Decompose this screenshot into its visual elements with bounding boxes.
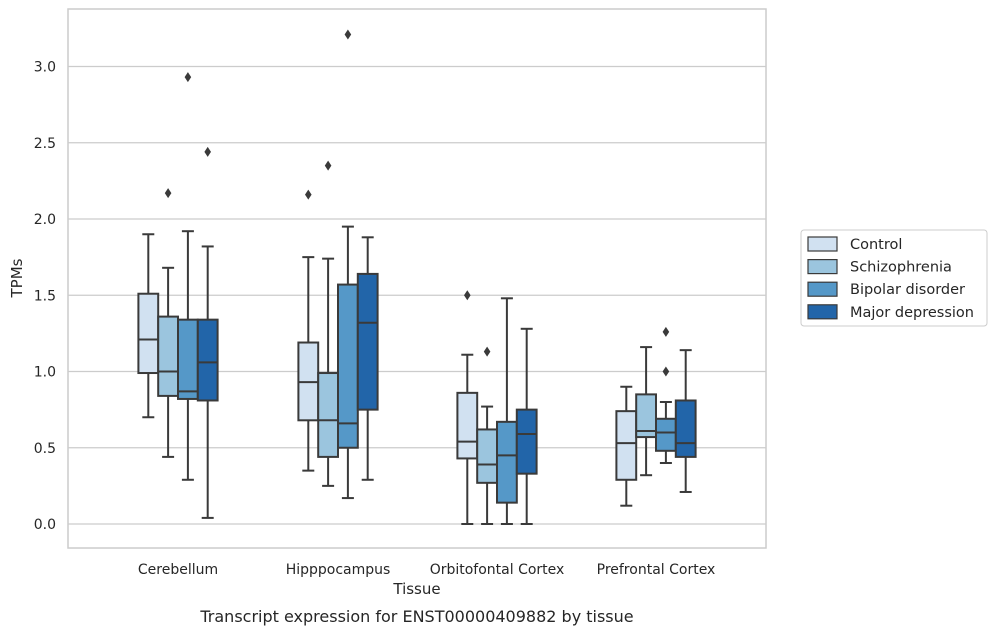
plot-background: [68, 9, 766, 548]
plot-frame: [67, 8, 767, 549]
box-iqr: [515, 408, 538, 475]
y-axis-label: TPMs: [8, 258, 26, 298]
box: [476, 346, 499, 525]
box-iqr: [615, 410, 638, 481]
y-tick-label: 1.5: [34, 288, 56, 304]
box-iqr: [317, 372, 340, 458]
y-tick-label: 2.5: [34, 136, 56, 152]
series-schizophrenia: [157, 160, 658, 525]
box-iqr: [655, 417, 677, 452]
y-tick-labels: 0.0 0.5 1.0 1.5 2.0 2.5 3.0: [34, 60, 56, 534]
outlier-point: [662, 326, 670, 337]
box: [297, 189, 320, 472]
box: [337, 29, 359, 500]
box: [356, 236, 379, 481]
box-iqr: [674, 399, 697, 458]
y-tick-label: 2.0: [34, 212, 56, 228]
outlier-point: [305, 189, 312, 200]
box: [515, 327, 538, 525]
x-tick-label: Cerebellum: [138, 562, 218, 578]
outlier-point: [164, 188, 172, 199]
box-iqr: [456, 391, 479, 460]
box-iqr: [496, 420, 518, 504]
outlier-point: [324, 160, 332, 171]
legend-swatch: [807, 236, 838, 252]
legend-label: Major depression: [850, 305, 974, 321]
series-major-depression: [196, 146, 697, 525]
box-iqr: [196, 318, 219, 402]
legend-label: Control: [850, 237, 902, 253]
box-iqr: [476, 428, 499, 484]
box-iqr: [157, 315, 179, 397]
box: [635, 346, 658, 477]
legend-frame: [800, 229, 988, 327]
outlier-point: [464, 290, 471, 301]
y-tick-label: 3.0: [34, 60, 56, 76]
legend-swatch: [807, 259, 838, 275]
y-tick-label: 0.5: [34, 441, 56, 457]
box-iqr: [137, 292, 160, 375]
legend-swatch: [807, 304, 838, 320]
box: [137, 233, 160, 419]
figure-caption: Transcript expression for ENST0000040988…: [199, 607, 633, 626]
box: [456, 290, 479, 525]
x-tick-label: Orbitofontal Cortex: [430, 562, 565, 578]
outlier-point: [662, 366, 670, 377]
outlier-point: [184, 72, 192, 83]
box-iqr: [635, 393, 658, 439]
x-axis-label: Tissue: [392, 580, 440, 598]
x-tick-label: Prefrontal Cortex: [597, 562, 716, 578]
box-series: [137, 29, 697, 525]
x-tick-label: Hipppocampus: [286, 562, 391, 578]
legend-label: Schizophrenia: [850, 260, 952, 276]
y-tick-label: 1.0: [34, 365, 56, 381]
series-control: [137, 189, 638, 525]
box: [615, 385, 638, 507]
box: [196, 146, 219, 519]
box: [674, 349, 697, 493]
box-iqr: [177, 318, 199, 400]
outlier-point: [344, 29, 352, 40]
box-iqr: [356, 272, 379, 411]
legend-swatch: [807, 281, 838, 297]
outlier-point: [204, 146, 211, 157]
legend: Control Schizophrenia Bipolar disorder Majo…: [800, 229, 988, 327]
outlier-point: [483, 346, 491, 357]
x-tick-labels: Cerebellum Hipppocampus Orbitofontal Corte…: [138, 562, 715, 578]
legend-label: Bipolar disorder: [850, 282, 965, 298]
box: [157, 188, 179, 458]
box: [496, 297, 518, 525]
y-tick-label: 0.0: [34, 517, 56, 533]
